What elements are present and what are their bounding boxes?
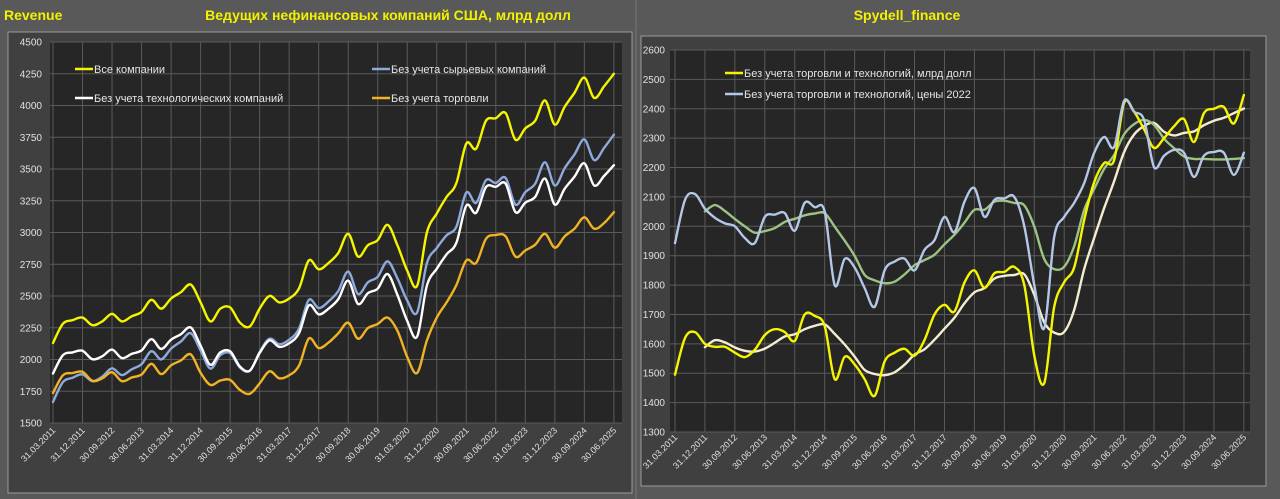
legend-item-real-2022: Без учета торговли и технологий, цены 20… — [725, 89, 971, 101]
y-tick-label: 2200 — [643, 163, 666, 174]
legend-item-ex-tech: Без учета технологических компаний — [75, 93, 283, 105]
y-tick-label: 2500 — [643, 75, 666, 86]
y-tick-label: 2000 — [20, 355, 43, 366]
right-legend: Без учета торговли и технологий, млрд до… — [725, 68, 971, 101]
y-tick-label: 3250 — [20, 196, 43, 207]
y-tick-label: 3750 — [20, 133, 43, 144]
y-tick-label: 2500 — [20, 292, 43, 303]
revenue-label: Revenue — [4, 7, 63, 23]
legend-item-ex-trade: Без учета торговли — [372, 93, 488, 105]
plot-area — [670, 50, 1250, 432]
legend-label: Без учета торговли и технологий, цены 20… — [744, 89, 971, 101]
y-tick-label: 3500 — [20, 165, 43, 176]
series-line-1 — [51, 133, 616, 404]
legend-label: Без учета сырьевых компаний — [391, 64, 546, 76]
series-line-3 — [51, 211, 616, 396]
legend-label: Без учета технологических компаний — [94, 93, 283, 105]
left-chart-title: Ведущих нефинансовых компаний США, млрд … — [205, 7, 571, 23]
y-tick-label: 1400 — [643, 398, 666, 409]
y-tick-label: 2000 — [643, 222, 666, 233]
legend-item-all-companies: Все компании — [75, 64, 165, 76]
y-tick-label: 1500 — [643, 369, 666, 380]
legend-label: Все компании — [94, 64, 165, 76]
moving-average-line-1 — [703, 118, 1246, 285]
y-tick-label: 3000 — [20, 228, 43, 239]
y-tick-label: 2300 — [643, 134, 666, 145]
y-tick-label: 1800 — [643, 281, 666, 292]
y-tick-label: 2250 — [20, 323, 43, 334]
y-tick-label: 2600 — [643, 46, 666, 57]
y-tick-label: 2100 — [643, 192, 666, 203]
series-line-1 — [673, 98, 1246, 331]
y-tick-label: 1700 — [643, 310, 666, 321]
right-chart-title: Spydell_finance — [854, 7, 961, 23]
legend-item-nominal: Без учета торговли и технологий, млрд до… — [725, 68, 971, 80]
y-tick-label: 1750 — [20, 387, 43, 398]
legend-label: Без учета торговли и технологий, млрд до… — [744, 68, 971, 80]
left-legend: Все компании Без учета сырьевых компаний… — [75, 64, 546, 105]
y-tick-label: 1300 — [643, 428, 666, 439]
y-tick-label: 4000 — [20, 101, 43, 112]
y-tick-label: 4250 — [20, 69, 43, 80]
y-tick-label: 1900 — [643, 251, 666, 262]
y-tick-label: 1500 — [20, 419, 43, 430]
moving-average-line-0 — [703, 107, 1246, 377]
y-tick-label: 2400 — [643, 104, 666, 115]
legend-label: Без учета торговли — [391, 93, 488, 105]
y-tick-label: 1600 — [643, 339, 666, 350]
series-line-2 — [51, 162, 616, 375]
y-tick-label: 4500 — [20, 38, 43, 49]
right-chart: 1300 1400 1500 1600 1700 1800 1900 2000 2100 2200… — [641, 46, 1250, 471]
y-tick-label: 2750 — [20, 260, 43, 271]
legend-item-ex-raw: Без учета сырьевых компаний — [372, 64, 546, 76]
series-line-0 — [51, 72, 616, 345]
left-chart: 1500 1750 2000 2250 2500 2750 3000 3250 3500 3750… — [19, 38, 622, 464]
